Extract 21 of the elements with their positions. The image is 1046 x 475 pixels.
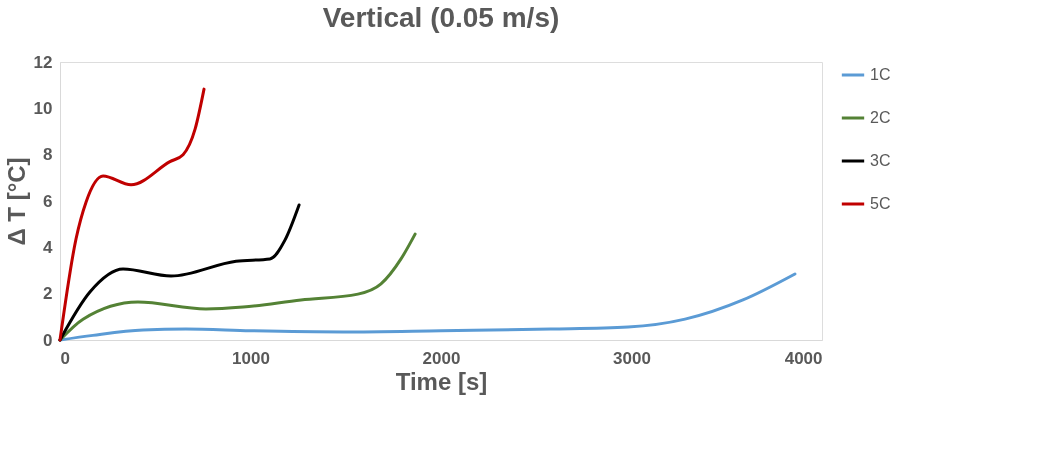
- x-tick-label: 1000: [232, 348, 270, 368]
- line-series: [58, 232, 417, 342]
- legend-label: 1C: [870, 66, 891, 83]
- y-axis-title: Δ T [°C]: [2, 157, 30, 246]
- y-tick-label: 10: [33, 98, 53, 118]
- y-tick-label: 12: [33, 52, 53, 72]
- x-tick-label: 3000: [613, 348, 651, 368]
- y-tick-label: 6: [43, 191, 53, 211]
- x-axis-title: Time [s]: [395, 367, 488, 395]
- y-tick-label: 4: [43, 237, 54, 257]
- legend-label: 5C: [870, 195, 891, 212]
- legend-label: 2C: [870, 109, 891, 126]
- x-tick-label: 2000: [422, 348, 461, 368]
- legend-label: 3C: [870, 152, 891, 169]
- line-series: [58, 87, 206, 342]
- chart-title: Vertical (0.05 m/s): [322, 2, 560, 33]
- x-tick-label: 4000: [784, 348, 823, 368]
- x-tick-label: 0: [60, 348, 70, 368]
- y-tick-label: 2: [43, 284, 53, 304]
- y-tick-label: 8: [43, 145, 53, 165]
- y-tick-label: 0: [43, 330, 53, 350]
